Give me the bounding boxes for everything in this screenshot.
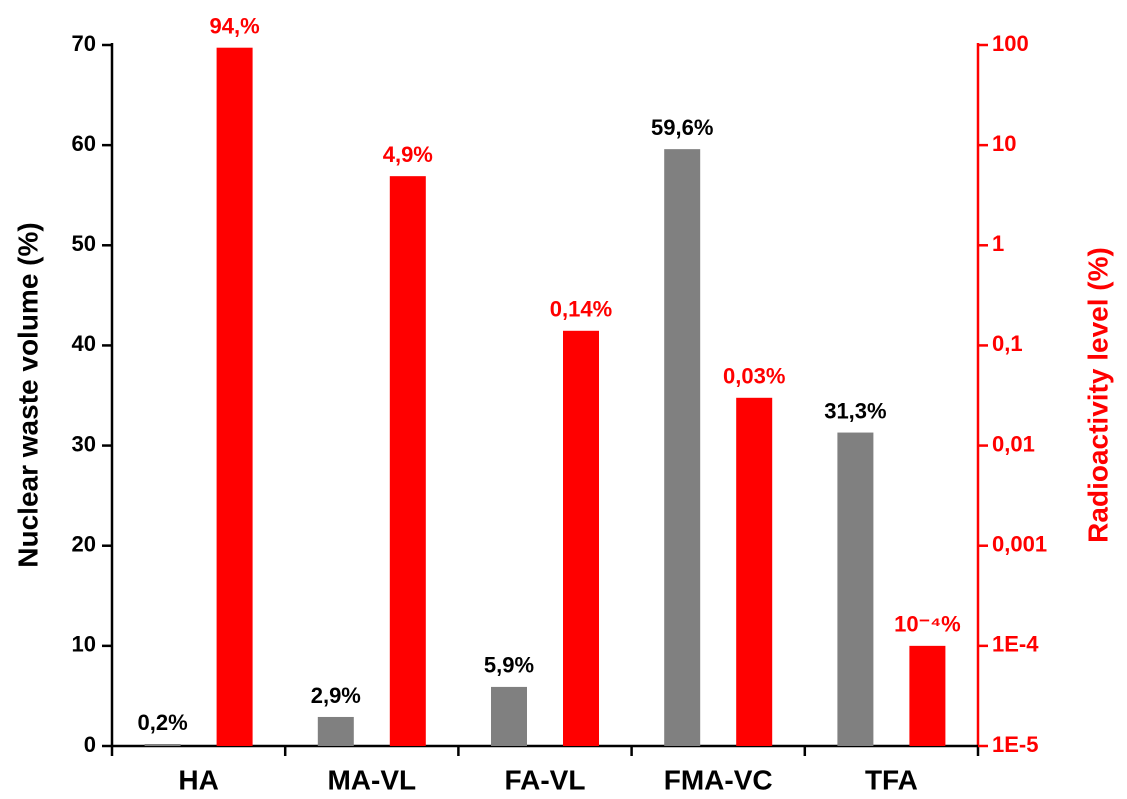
y2-tick-label: 1 (992, 231, 1004, 256)
y-axis-label: Nuclear waste volume (%) (12, 222, 43, 567)
x-tick-label: MA-VL (327, 764, 416, 795)
value-label: 94,% (210, 14, 260, 39)
y2-axis-label: Radioactivity level (%) (1082, 247, 1113, 543)
y-tick-label: 60 (72, 131, 96, 156)
value-label: 0,03% (723, 364, 785, 389)
bar (389, 176, 426, 747)
value-label: 10⁻⁴% (894, 612, 961, 637)
bar (664, 149, 701, 747)
y2-tick-label: 0,1 (992, 331, 1023, 356)
y2-tick-label: 0,001 (992, 532, 1047, 557)
y-tick-label: 70 (72, 31, 96, 56)
value-label: 4,9% (383, 142, 433, 167)
x-tick-label: FA-VL (505, 764, 586, 795)
y-tick-label: 0 (84, 732, 96, 757)
value-label: 59,6% (651, 115, 713, 140)
bar (909, 645, 946, 746)
value-label: 0,14% (550, 297, 612, 322)
y-tick-label: 30 (72, 431, 96, 456)
value-label: 2,9% (311, 683, 361, 708)
y-tick-label: 20 (72, 532, 96, 557)
x-tick-label: FMA-VC (664, 764, 773, 795)
x-tick-label: HA (178, 764, 218, 795)
value-label: 31,3% (824, 398, 886, 423)
bar (144, 743, 181, 746)
bar (491, 686, 527, 746)
y2-tick-label: 100 (992, 31, 1029, 56)
bar (736, 397, 773, 746)
bar (837, 432, 874, 746)
bar (216, 47, 253, 747)
value-label: 0,2% (138, 710, 188, 735)
y2-tick-label: 1E-5 (992, 732, 1038, 757)
y-tick-label: 50 (72, 231, 96, 256)
value-label: 5,9% (484, 653, 534, 678)
y-tick-label: 40 (72, 331, 96, 356)
y2-tick-label: 10 (992, 131, 1016, 156)
bar (563, 330, 599, 746)
x-tick-label: TFA (865, 764, 918, 795)
y2-tick-label: 1E-4 (992, 632, 1039, 657)
y2-tick-label: 0,01 (992, 431, 1035, 456)
y-tick-label: 10 (72, 632, 96, 657)
bar (317, 716, 354, 746)
